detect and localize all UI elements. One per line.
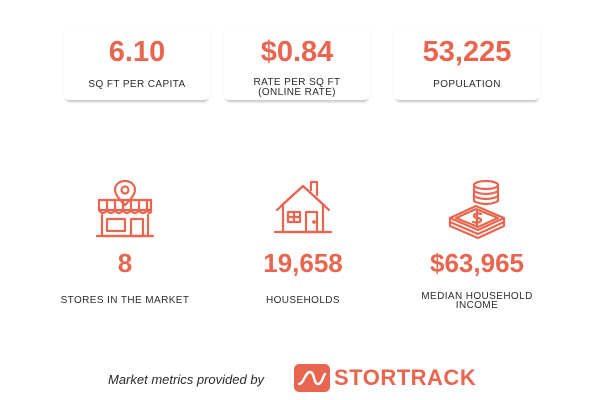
metric-value: $63,965 [430,248,524,278]
brand-name: STORTRACK [334,365,476,391]
stat-value: 6.10 [108,36,166,68]
storefront-location-icon [95,178,155,245]
footer: Market metrics provided by STORTRACK [0,362,600,394]
stat-value: 53,225 [422,36,512,68]
metric-label: MEDIAN HOUSEHOLD INCOME [421,291,533,311]
metric-label: STORES IN THE MARKET [60,295,190,306]
metric-label: HOUSEHOLDS [265,295,340,306]
stat-label: POPULATION [433,79,501,90]
stat-label: RATE PER SQ FT (ONLINE RATE) [253,77,341,98]
attribution-text: Market metrics provided by [108,372,265,387]
metric-stores: 8 STORES IN THE MARKET [30,178,220,318]
metric-value: 19,658 [263,248,343,278]
stat-card-population: 53,225 POPULATION [394,26,540,100]
stat-card-rate-per-sq-ft: $0.84 RATE PER SQ FT (ONLINE RATE) [224,26,370,100]
stat-card-sq-ft-per-capita: 6.10 SQ FT PER CAPITA [64,26,210,100]
house-icon [273,178,333,245]
stortrack-logo-icon [294,364,330,397]
money-coins-icon [446,178,508,245]
stat-label: SQ FT PER CAPITA [88,79,186,90]
brand-name-part1: STOR [334,365,397,390]
metric-value: 8 [117,248,133,278]
stat-value: $0.84 [260,36,334,68]
metric-median-household-income: $63,965 MEDIAN HOUSEHOLD INCOME [382,178,572,318]
brand-name-part2: TRACK [396,365,477,390]
metric-households: 19,658 HOUSEHOLDS [208,178,398,318]
